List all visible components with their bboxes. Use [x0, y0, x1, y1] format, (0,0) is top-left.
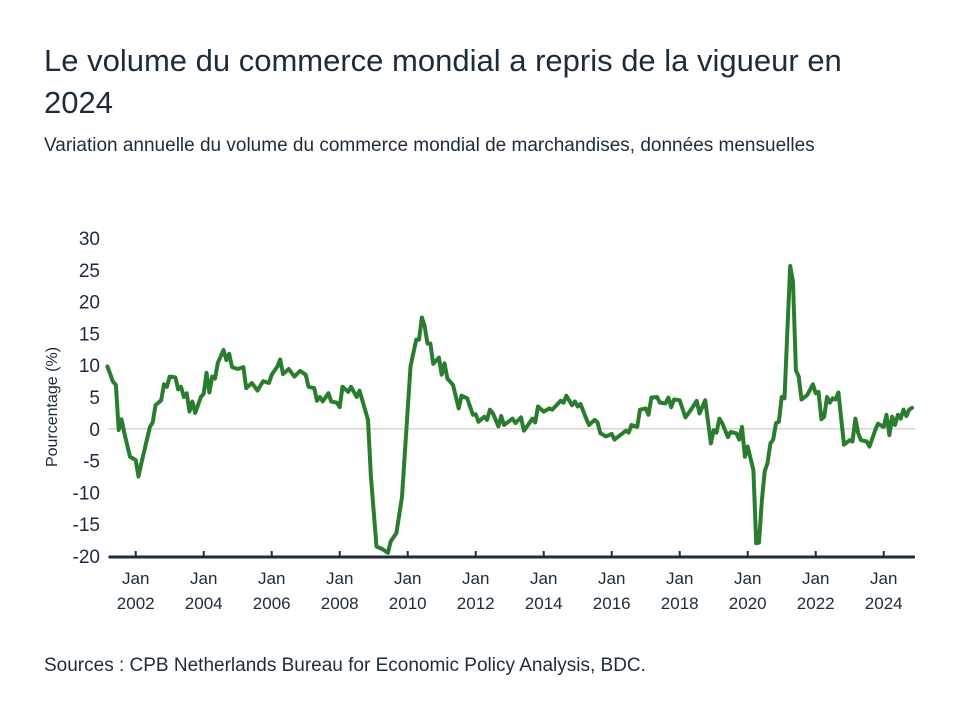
x-tick-year: 2014 — [525, 594, 563, 613]
x-tick-year: 2006 — [253, 594, 291, 613]
y-tick-label: -20 — [73, 547, 100, 568]
chart-title: Le volume du commerce mondial a repris d… — [44, 43, 842, 120]
x-tick-month: Jan — [326, 569, 353, 588]
x-tick-month: Jan — [394, 569, 421, 588]
x-tick-year: 2002 — [117, 594, 155, 613]
y-tick-label: 10 — [79, 356, 100, 377]
x-tick-month: Jan — [802, 569, 829, 588]
x-tick-month: Jan — [190, 569, 217, 588]
x-tick-year: 2024 — [865, 594, 903, 613]
x-tick-month: Jan — [870, 569, 897, 588]
x-tick-month: Jan — [462, 569, 489, 588]
x-tick-year: 2008 — [321, 594, 359, 613]
y-tick-label: 0 — [89, 420, 100, 441]
x-tick-month: Jan — [734, 569, 761, 588]
y-tick-label: -15 — [73, 515, 100, 536]
x-tick-month: Jan — [598, 569, 625, 588]
series-line — [105, 264, 914, 555]
x-tick-month: Jan — [258, 569, 285, 588]
y-tick-label: 15 — [79, 324, 100, 345]
y-tick-label: 20 — [79, 293, 100, 314]
x-tick-month: Jan — [666, 569, 693, 588]
source-note: Sources : CPB Netherlands Bureau for Eco… — [44, 655, 646, 676]
y-tick-label: 30 — [79, 229, 100, 250]
x-tick-year: 2016 — [593, 594, 631, 613]
x-tick-year: 2022 — [797, 594, 835, 613]
x-axis-ticks: Jan 2002 Jan 2004 Jan 2006 Jan 2008 Jan 2010 Jan 20… — [117, 551, 903, 613]
x-tick-month: Jan — [122, 569, 149, 588]
y-tick-label: 25 — [79, 261, 100, 282]
y-axis-label: Pourcentage (%) — [44, 347, 61, 467]
x-tick-year: 2018 — [661, 594, 699, 613]
y-tick-label: 5 — [89, 388, 100, 409]
y-axis-ticks: 30 25 20 15 10 5 0 -5 -10 -15 -20 — [73, 229, 100, 568]
chart-subtitle: Variation annuelle du volume du commerce… — [44, 135, 815, 156]
x-tick-year: 2004 — [185, 594, 223, 613]
x-tick-year: 2012 — [457, 594, 495, 613]
x-tick-year: 2010 — [389, 594, 427, 613]
x-tick-month: Jan — [530, 569, 557, 588]
y-tick-label: -5 — [83, 452, 100, 473]
y-tick-label: -10 — [73, 483, 100, 504]
x-tick-year: 2020 — [729, 594, 767, 613]
